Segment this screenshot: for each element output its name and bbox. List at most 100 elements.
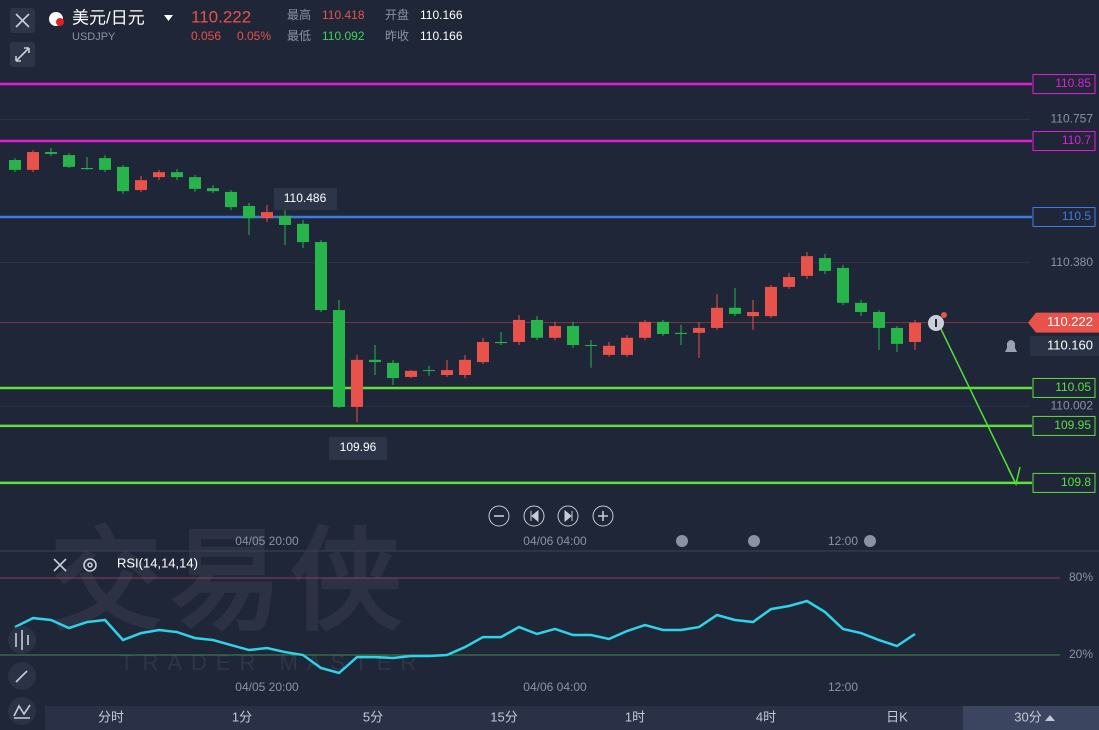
candle-body (207, 188, 219, 192)
open-label: 开盘 (385, 7, 409, 22)
zoom-in[interactable] (592, 505, 614, 527)
level-label: 110.7 (1062, 133, 1091, 147)
candle-body (657, 321, 669, 335)
close-icon (15, 13, 30, 28)
min-callout (329, 437, 387, 460)
low: 110.092 (322, 29, 365, 43)
candle-body (441, 370, 453, 376)
rsi-line (14, 599, 916, 675)
min-label: 109.96 (340, 440, 377, 454)
candle-body (351, 359, 363, 407)
candle-body (63, 155, 75, 167)
level-tag (1032, 472, 1096, 493)
alert-bell[interactable] (1005, 340, 1017, 352)
tab[interactable]: 日K (886, 709, 908, 724)
forecast-arrow (939, 326, 1017, 485)
candle-body (819, 258, 831, 271)
arrow-head (1007, 466, 1021, 487)
level-label: 110.85 (1055, 76, 1091, 90)
flag-dot (56, 18, 64, 26)
last-price-tag (1028, 312, 1099, 333)
tab[interactable]: 分时 (98, 709, 124, 724)
candle-body (117, 166, 129, 192)
level-tag (1032, 415, 1096, 436)
dropdown-arrow[interactable] (164, 15, 173, 21)
event-marker[interactable] (748, 535, 760, 547)
prev-label: 昨收 (385, 29, 409, 43)
tab[interactable]: 4时 (756, 709, 776, 724)
level-tag (1032, 377, 1096, 398)
tool-indicator-icon (13, 704, 31, 719)
candle-body (801, 256, 813, 276)
rsi-settings[interactable] (83, 558, 97, 572)
candle-body (279, 215, 291, 225)
tab[interactable]: 5分 (363, 709, 383, 724)
max-callout (274, 188, 337, 210)
event-marker[interactable] (676, 535, 688, 547)
candle-body (171, 172, 183, 178)
tab-selected[interactable]: 30分 (1014, 709, 1041, 724)
tab[interactable]: 1分 (232, 709, 252, 724)
change: 0.056 (191, 29, 221, 43)
high-label: 最高 (287, 7, 311, 22)
candle-body (909, 322, 921, 342)
candle-body (531, 319, 543, 338)
candle-body (855, 302, 867, 312)
tab-selected-bg (963, 706, 1099, 730)
event-marker[interactable] (864, 535, 876, 547)
candle-body (243, 205, 255, 219)
price: 110.222 (191, 7, 251, 26)
candle-body (459, 359, 471, 376)
candle-body (405, 370, 417, 377)
tab[interactable]: 1时 (625, 709, 645, 724)
candle-body (45, 152, 57, 154)
candle-body (639, 321, 651, 338)
candle-body (567, 326, 579, 346)
rsi-close[interactable] (53, 558, 67, 572)
step-back-icon (530, 509, 539, 523)
level-label: 110.5 (1062, 209, 1091, 223)
x-tick-label: 12:00 (828, 680, 858, 694)
tab-bar (45, 706, 1099, 730)
main-chart: 110.757 110.380 110.002 04/05 20:00 04/06 04… (0, 74, 1099, 548)
level-label: 110.05 (1055, 380, 1091, 394)
rsi-chart: 80% 20% 04/05 20:00 04/06 04:00 12:00 RSI(14,… (0, 555, 1093, 694)
candle-body (333, 310, 345, 407)
rsi-settings-core (87, 562, 93, 568)
y-tick-label: 110.757 (1051, 112, 1094, 126)
step-forward[interactable] (557, 505, 579, 527)
symbol-name[interactable]: 美元/日元 (72, 8, 145, 27)
candle-body (783, 277, 795, 287)
x-tick-label: 04/05 20:00 (235, 680, 299, 694)
zoom-controls (488, 505, 876, 547)
tab[interactable]: 15分 (490, 709, 517, 724)
x-tick-label: 12:00 (828, 534, 858, 548)
tool-draw-icon (15, 670, 28, 683)
candle-body (729, 307, 741, 314)
candle-body (423, 370, 435, 372)
high: 110.418 (322, 8, 365, 22)
prev: 110.166 (420, 29, 463, 43)
candle-body (9, 160, 21, 170)
candle-body (387, 362, 399, 379)
zoom-out[interactable] (488, 505, 510, 527)
watermark: 交易侠 (50, 519, 410, 644)
tab-arrow[interactable] (1045, 715, 1055, 721)
info-glyph (935, 319, 937, 327)
candle-body (891, 327, 903, 344)
candle-body (189, 177, 201, 189)
step-forward-icon (564, 509, 573, 523)
level-label: 109.95 (1054, 418, 1091, 432)
candle-body (81, 168, 93, 170)
symbol-code: USDJPY (72, 31, 116, 43)
level-tag (1032, 131, 1096, 152)
x-tick-label: 04/05 20:00 (235, 534, 299, 548)
level-label: 109.8 (1061, 475, 1091, 489)
y-tick-label: 20% (1069, 647, 1093, 661)
step-back[interactable] (523, 505, 545, 527)
candle-body (873, 311, 885, 328)
info-dot (941, 312, 947, 318)
open: 110.166 (420, 8, 463, 22)
